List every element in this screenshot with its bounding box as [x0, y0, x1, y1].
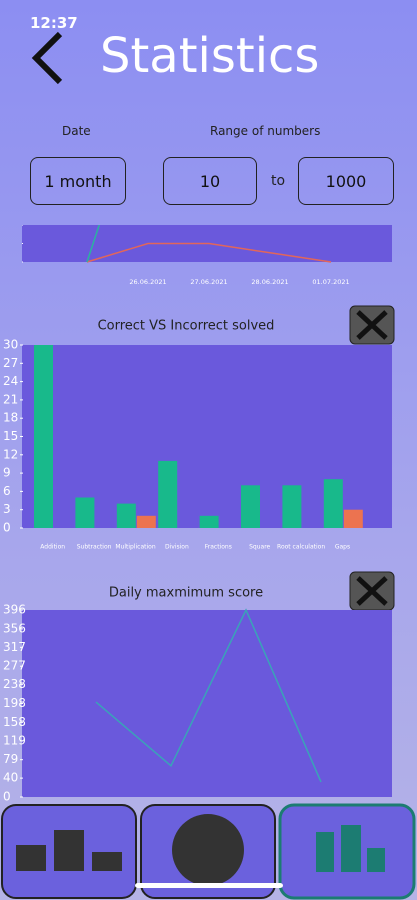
x-tick-label: Multiplication	[115, 544, 155, 551]
bar	[158, 460, 178, 528]
y-tick-label: 0	[3, 790, 11, 804]
line	[95, 608, 322, 783]
y-tick-label: 21	[3, 392, 18, 406]
x-tick-label: Square	[249, 544, 270, 551]
bar	[136, 515, 156, 528]
x-tick-label: 27.06.2021	[190, 278, 227, 286]
chart: 0 40 79 119 158 198 238 277 317 356 396	[3, 603, 392, 804]
date-label: Date	[62, 124, 91, 138]
y-tick-label: 30	[3, 338, 18, 352]
x-tick-label: Subtraction	[77, 544, 112, 551]
y-tick-label: 27	[3, 356, 18, 370]
y-tick-label: 2	[3, 236, 11, 250]
y-tick-label: 12	[3, 447, 18, 461]
y-tick-label: 4	[3, 218, 11, 232]
chart-title: Daily maxmimum score	[109, 586, 263, 601]
line	[86, 242, 332, 263]
back-button[interactable]	[31, 31, 63, 85]
page-title: Statistics	[100, 28, 320, 84]
y-tick-label: 119	[3, 733, 26, 747]
range-from[interactable]: 10	[163, 157, 257, 205]
chart-title: Correct VS Incorrect solved	[98, 319, 275, 334]
line	[86, 225, 100, 263]
x-tick-label: 28.06.2021	[251, 278, 288, 286]
bar	[323, 479, 343, 528]
y-tick-label: 356	[3, 621, 26, 635]
y-tick-label: 3	[3, 502, 11, 516]
x-tick-label: Division	[165, 544, 189, 551]
range-to[interactable]: 1000	[298, 157, 394, 205]
x-tick-label: 26.06.2021	[129, 278, 166, 286]
y-tick-label: 0	[3, 255, 11, 269]
bar	[199, 515, 219, 528]
bar	[343, 509, 363, 528]
plot-area	[22, 610, 392, 797]
y-tick-label: 198	[3, 696, 26, 710]
y-tick-label: 18	[3, 411, 18, 425]
bar	[241, 485, 260, 528]
bar	[34, 345, 53, 528]
x-tick-label: 01.07.2021	[312, 278, 349, 286]
x-tick-label: Root calculation	[277, 544, 325, 551]
bar	[116, 503, 136, 528]
bar	[282, 485, 302, 528]
y-tick-label: 24	[3, 374, 18, 388]
chart: 0 3 6 9 12 15 18 21 24 27 30	[3, 338, 392, 535]
y-tick-label: 6	[3, 484, 11, 498]
date-select[interactable]: 1 month	[30, 157, 126, 205]
y-tick-label: 396	[3, 603, 26, 617]
x-tick-label: Gaps	[335, 544, 350, 551]
expand-button[interactable]	[349, 305, 395, 345]
y-tick-label: 15	[3, 429, 18, 443]
range-to-label: to	[271, 173, 286, 189]
y-tick-label: 79	[3, 752, 18, 766]
tab-bar	[1, 803, 416, 900]
range-label: Range of numbers	[210, 124, 321, 138]
y-tick-label: 238	[3, 677, 26, 691]
y-tick-label: 277	[3, 659, 26, 673]
x-tick-label: Fractions	[205, 544, 232, 551]
y-tick-label: 9	[3, 466, 11, 480]
chart: 0 2 4	[3, 218, 392, 269]
y-tick-label: 40	[3, 771, 18, 785]
y-tick-label: 158	[3, 715, 26, 729]
y-tick-label: 0	[3, 521, 11, 535]
expand-button[interactable]	[349, 571, 395, 611]
x-tick-label: Addition	[40, 544, 65, 551]
status-time: 12:37	[30, 14, 78, 32]
bar	[75, 497, 95, 528]
y-tick-label: 317	[3, 640, 26, 654]
